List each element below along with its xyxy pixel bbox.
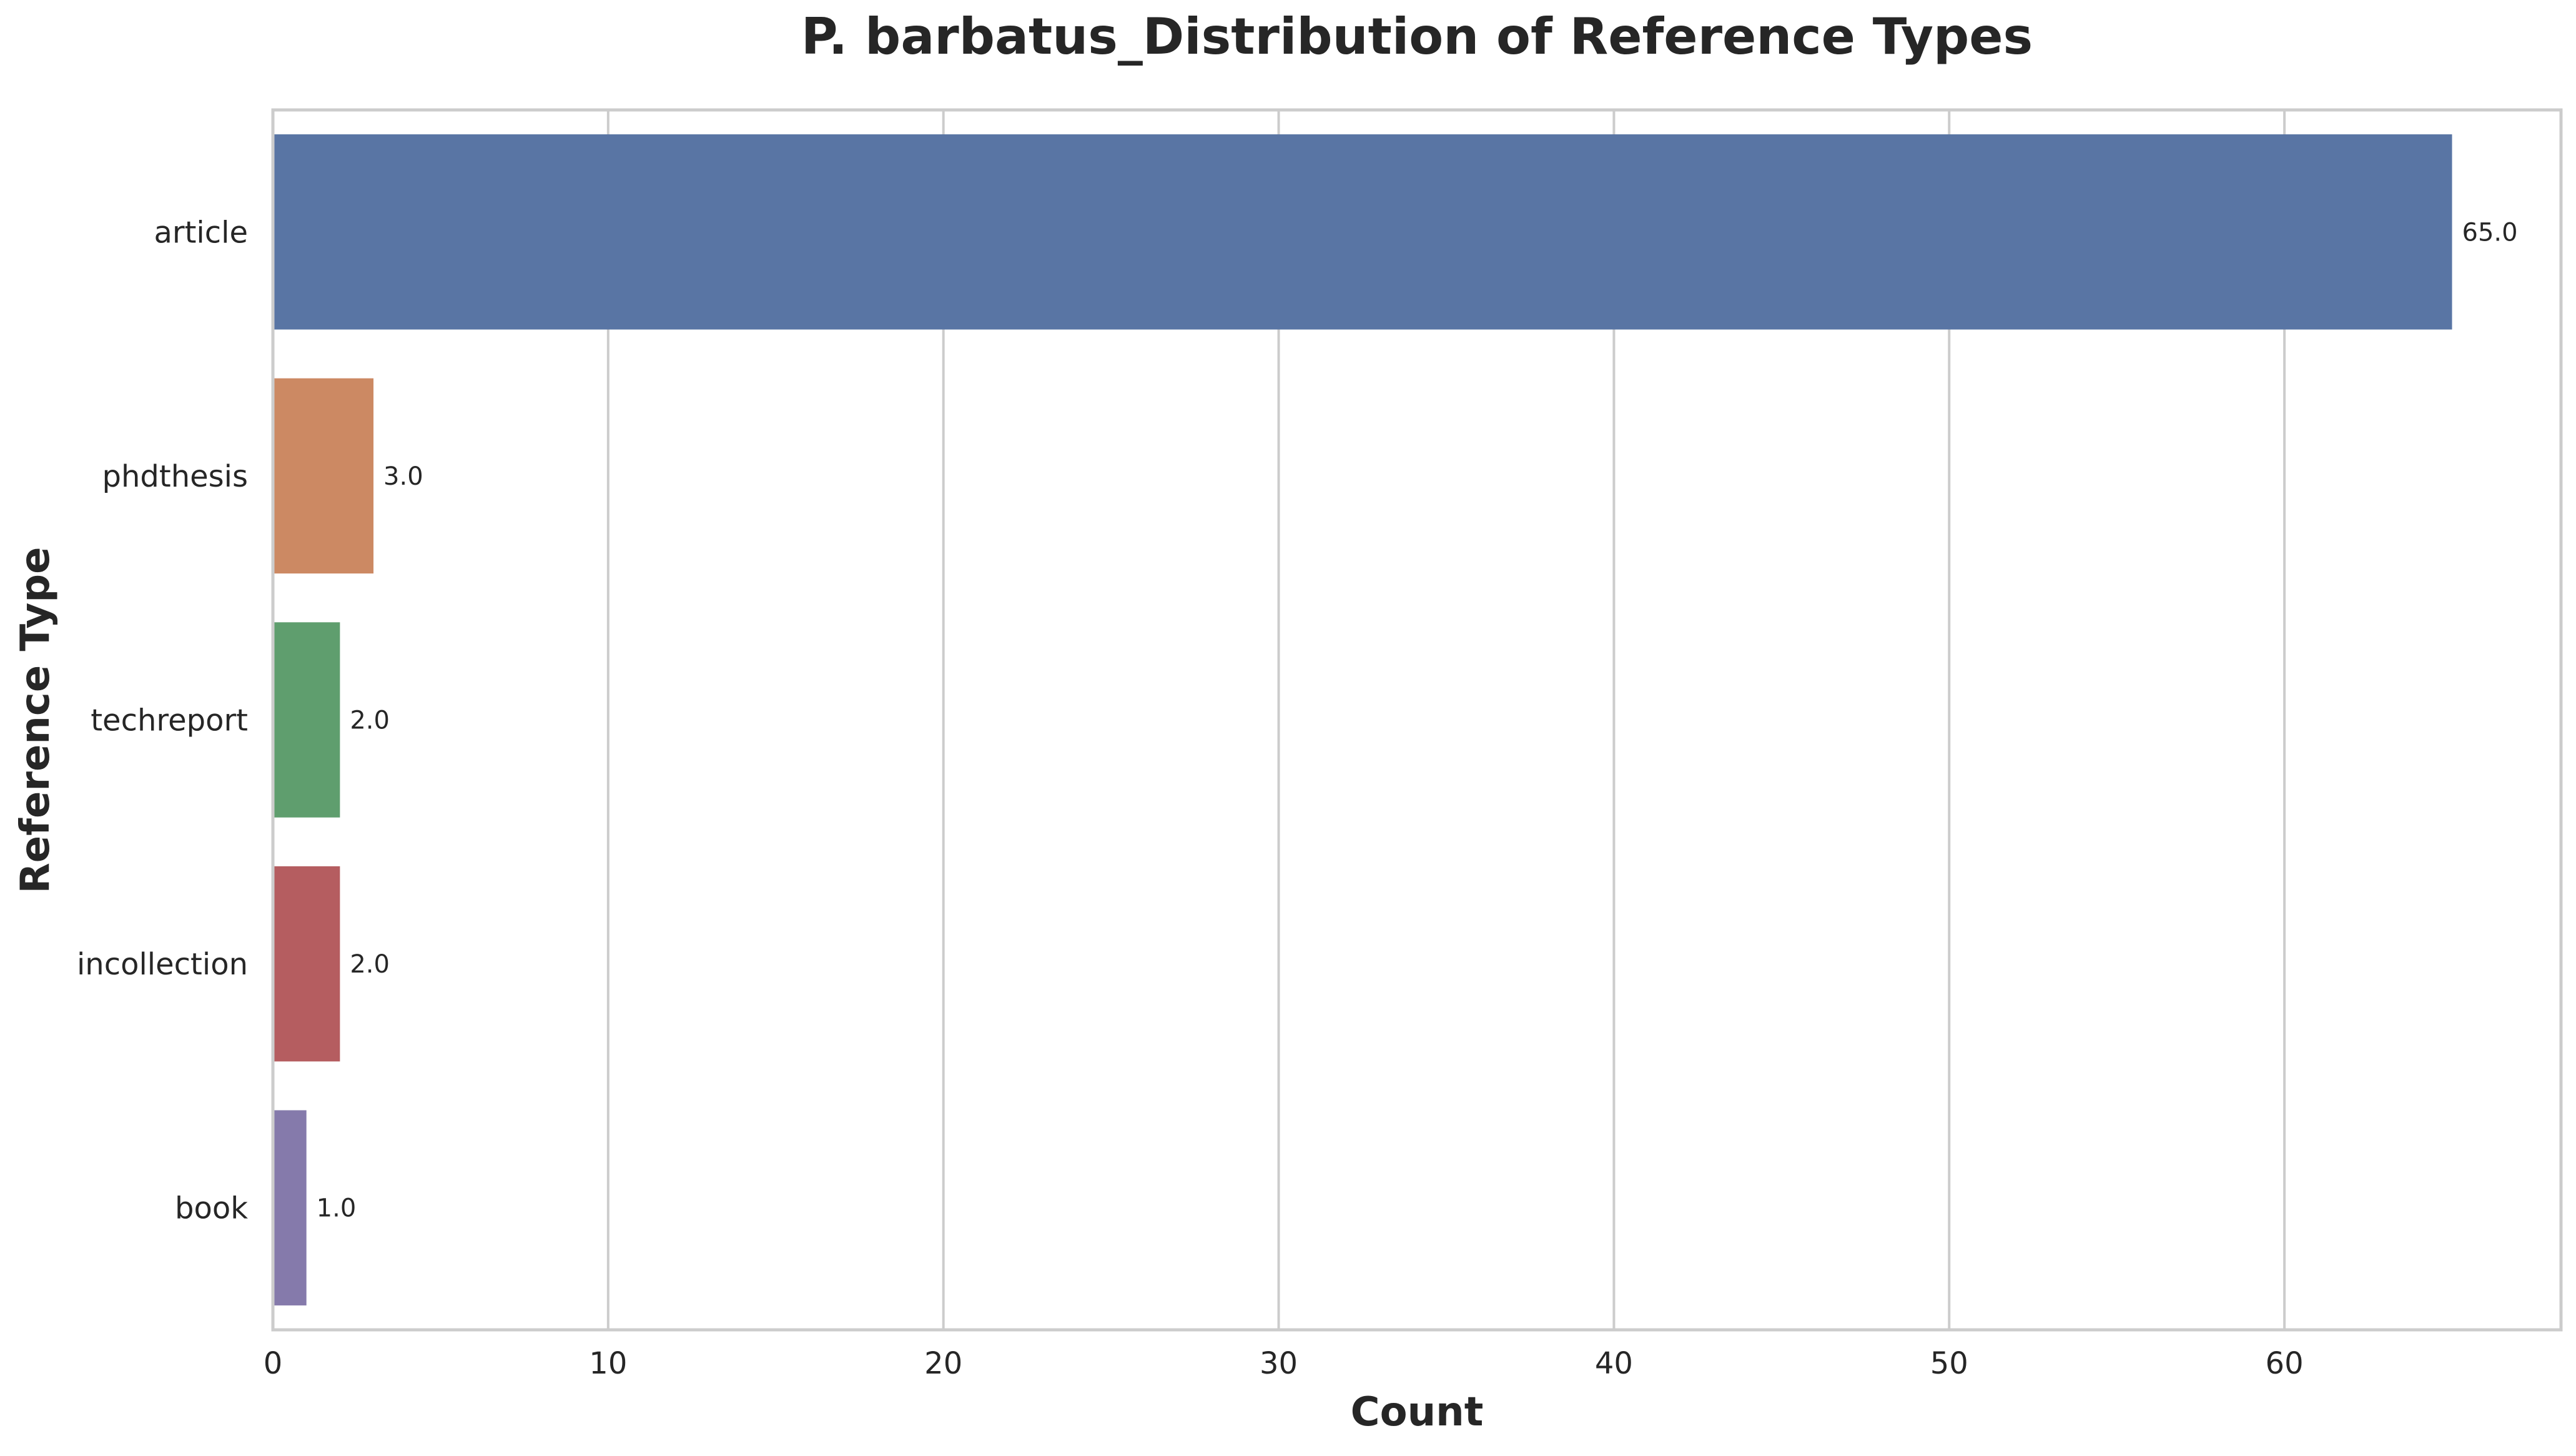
bar-book bbox=[273, 1110, 307, 1305]
bar-value-label: 1.0 bbox=[317, 1194, 357, 1223]
bar-techreport bbox=[273, 622, 340, 818]
x-tick-label: 0 bbox=[264, 1346, 283, 1381]
x-tick-label: 20 bbox=[924, 1346, 962, 1381]
y-axis-label: Reference Type bbox=[12, 547, 59, 893]
bar-article bbox=[273, 134, 2452, 330]
bar-value-label: 2.0 bbox=[350, 706, 390, 735]
y-tick-label: techreport bbox=[91, 703, 248, 738]
x-tick-label: 40 bbox=[1595, 1346, 1633, 1381]
x-tick-label: 10 bbox=[589, 1346, 627, 1381]
y-tick-label: incollection bbox=[77, 947, 248, 982]
y-tick-label: article bbox=[154, 215, 248, 250]
bars bbox=[273, 134, 2452, 1305]
x-tick-label: 30 bbox=[1260, 1346, 1298, 1381]
bar-value-label: 65.0 bbox=[2462, 218, 2518, 247]
bar-incollection bbox=[273, 866, 340, 1062]
x-tick-label: 50 bbox=[1930, 1346, 1968, 1381]
bar-value-label: 2.0 bbox=[350, 950, 390, 979]
y-tick-label: phdthesis bbox=[102, 459, 248, 494]
x-tick-label: 60 bbox=[2266, 1346, 2304, 1381]
labels: 0 10 20 30 40 50 60 article 65.0 phdthesis 3.0 tech… bbox=[77, 215, 2518, 1381]
x-axis-label: Count bbox=[1351, 1389, 1484, 1435]
bar-phdthesis bbox=[273, 378, 374, 574]
plot-frame bbox=[271, 108, 2563, 1332]
bar-value-label: 3.0 bbox=[383, 462, 423, 491]
y-tick-label: book bbox=[175, 1191, 248, 1226]
chart-title: P. barbatus_Distribution of Reference Ty… bbox=[801, 7, 2033, 66]
